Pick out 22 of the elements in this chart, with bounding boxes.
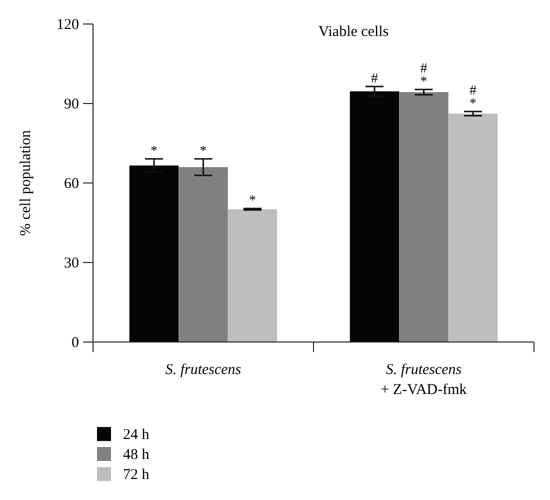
bar: [178, 167, 228, 342]
legend-label: 48 h: [123, 447, 150, 463]
data-label: *: [150, 144, 158, 159]
y-tick-label: 120: [56, 17, 79, 33]
y-tick-label: 30: [64, 256, 79, 272]
y-axis-title: % cell population: [18, 130, 34, 236]
bar: [228, 209, 278, 342]
bar: [448, 114, 498, 342]
bar: [399, 92, 448, 342]
y-tick-label: 0: [72, 335, 79, 351]
chart-title: Viable cells: [318, 24, 389, 40]
data-label: *: [248, 193, 256, 208]
legend-label: 72 h: [123, 467, 150, 483]
y-tick-label: 60: [64, 176, 79, 192]
data-label: # *: [469, 83, 476, 112]
data-label: *: [200, 144, 207, 159]
x-tick-label: S. frutescens + Z-VAD-fmk: [380, 362, 468, 398]
data-label: # *: [420, 61, 428, 90]
y-tick-label: 90: [64, 96, 79, 112]
legend-label: 24 h: [123, 427, 150, 443]
data-label: #: [371, 72, 378, 87]
x-tick-label: S. frutescens: [165, 362, 242, 378]
